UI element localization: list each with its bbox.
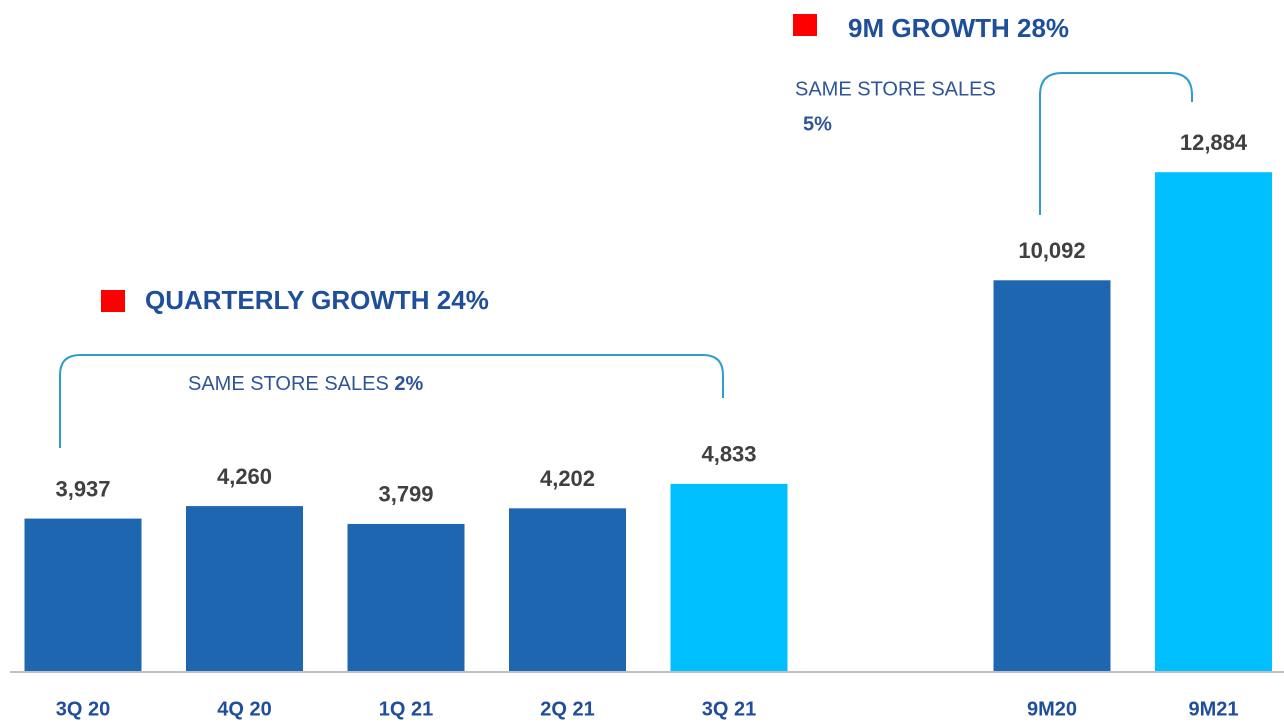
x-tick-label: 1Q 21 [379,698,433,720]
bar [670,483,788,671]
bar [509,508,626,671]
bullet [793,14,817,36]
value-label: 12,884 [1180,130,1248,155]
x-tick-label: 3Q 21 [702,698,756,720]
bracket [59,354,724,448]
bar [24,518,142,671]
same-store-sales: SAME STORE SALES 2% [188,373,423,395]
x-tick-label: 4Q 20 [217,698,271,720]
bar [347,523,465,671]
value-label: 4,833 [701,442,756,467]
bar [186,506,303,671]
quarterly-growth: QUARTERLY GROWTH 24% [145,285,489,315]
sss-value: 2% [394,373,423,395]
value-label: 4,202 [540,466,595,491]
nine-month-growth: 9M GROWTH 28% [848,13,1069,43]
bullet [101,290,125,312]
value-label: 4,260 [217,464,272,489]
value-label: 10,092 [1018,238,1085,263]
value-label: 3,937 [55,476,110,501]
bracket [1039,72,1193,215]
sss-text: SAME STORE SALES [795,78,996,100]
x-tick-label: 9M20 [1027,698,1077,720]
bar [993,280,1111,671]
x-tick-label: 2Q 21 [540,698,594,720]
sss-value: 5% [803,113,832,135]
x-tick-label: 9M21 [1188,698,1238,720]
x-tick-label: 3Q 20 [56,698,110,720]
sss-text: SAME STORE SALES [188,373,389,395]
bar [1155,172,1272,671]
value-label: 3,799 [378,482,433,507]
